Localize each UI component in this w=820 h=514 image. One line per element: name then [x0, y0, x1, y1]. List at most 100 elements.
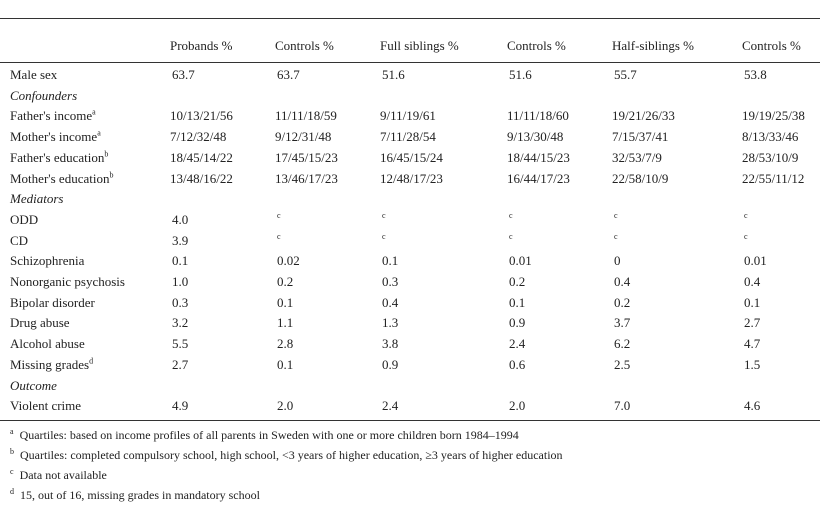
cell: 10/13/21/56 [170, 108, 233, 124]
cell: 22/58/10/9 [612, 170, 669, 186]
row-label: Nonorganic psychosis [10, 274, 125, 290]
cell: 22/55/11/12 [742, 170, 805, 186]
cell: 32/53/7/9 [612, 149, 662, 165]
row-label-text: Violent crime [10, 398, 82, 414]
cell: 16/45/15/24 [380, 149, 443, 165]
cell: 8/13/33/46 [742, 129, 799, 145]
row-label-text: Male sex [10, 67, 58, 82]
footnote-mark: d [10, 487, 14, 496]
cell: 0.4 [382, 294, 399, 310]
row-label-text: Nonorganic psychosis [10, 274, 125, 289]
cell: 18/45/14/22 [170, 149, 233, 165]
cell: 51.6 [382, 67, 405, 82]
row-label: Drug abuse [10, 315, 70, 331]
column-header: Controls % [507, 38, 566, 53]
footnote-mark: b [109, 170, 114, 180]
row-label-text: ODD [10, 211, 39, 227]
cell: 28/53/10/9 [742, 149, 799, 165]
cell: 0.9 [382, 356, 399, 372]
cell: 1.3 [382, 315, 399, 331]
row-label-text: Schizophrenia [10, 253, 85, 269]
cell: 4.9 [172, 398, 189, 414]
footnote-mark: c [10, 467, 14, 476]
footnote-text: Quartiles: completed compulsory school, … [20, 448, 563, 462]
footnote-mark: a [97, 128, 101, 138]
row-label: Bipolar disorder [10, 295, 95, 311]
cell: 0.3 [382, 274, 399, 289]
cell: 0.02 [277, 253, 300, 269]
bottom-rule [0, 420, 820, 421]
cell: 16/44/17/23 [507, 170, 570, 186]
section-label: Confounders [10, 87, 78, 103]
footnote-mark: b [104, 149, 109, 159]
cell: 0.2 [277, 274, 294, 289]
cell: 0.1 [277, 356, 294, 372]
cell: 0.2 [614, 294, 631, 310]
row-label: CD [10, 233, 28, 249]
cell: 3.2 [172, 315, 189, 331]
column-header: Probands % [170, 38, 233, 53]
row-label: Mother's educationb [10, 171, 113, 187]
footnote: a Quartiles: based on income profiles of… [10, 427, 519, 443]
cell: 0.1 [277, 294, 294, 310]
cell: 6.2 [614, 336, 631, 352]
cell: 0.2 [509, 274, 526, 289]
cell: 2.7 [744, 315, 761, 331]
footnote-mark: d [89, 356, 94, 366]
cell: 0.01 [744, 253, 767, 269]
footnote-text: Data not available [19, 468, 107, 482]
row-label-text: CD [10, 232, 29, 248]
cell: 0.4 [614, 274, 631, 289]
section-label: Mediators [10, 191, 64, 207]
cell: 7/12/32/48 [170, 129, 227, 145]
cell: 3.9 [172, 232, 189, 248]
footnote-mark: b [10, 447, 14, 456]
cell: 7/15/37/41 [612, 129, 669, 145]
cell: 63.7 [172, 67, 195, 82]
cell: 4.7 [744, 336, 761, 352]
footnote-text: 15, out of 16, missing grades in mandato… [20, 488, 260, 502]
cell: 9/13/30/48 [507, 129, 564, 145]
row-label: Father's incomea [10, 108, 96, 124]
footnote: c Data not available [10, 467, 107, 483]
cell: 11/11/18/60 [507, 108, 569, 124]
cell: 7.0 [614, 398, 631, 414]
row-label-text: Missing grades [10, 356, 90, 372]
column-header: Controls % [275, 38, 334, 53]
cell: 0.01 [509, 253, 532, 269]
row-label-text: Father's education [10, 149, 105, 165]
cell: 2.7 [172, 356, 189, 372]
cell: 3.8 [382, 336, 399, 352]
cell: 11/11/18/59 [275, 108, 337, 124]
cell: 0.1 [382, 253, 399, 269]
cell: 7/11/28/54 [380, 129, 436, 145]
cell: 0.1 [744, 294, 761, 310]
cell: 2.8 [277, 336, 294, 352]
header-rule [0, 62, 820, 63]
row-label-text: Alcohol abuse [10, 336, 85, 352]
cell: 1.5 [744, 356, 761, 372]
row-label-text: Drug abuse [10, 315, 70, 331]
footnote-text: Quartiles: based on income profiles of a… [19, 428, 519, 442]
cell: 2.0 [509, 398, 526, 414]
cell: 5.5 [172, 336, 189, 352]
footnote: d 15, out of 16, missing grades in manda… [10, 487, 260, 503]
row-label: Male sex [10, 67, 57, 83]
cell: 53.8 [744, 67, 767, 82]
cell: 51.6 [509, 67, 532, 82]
cell: 63.7 [277, 67, 300, 82]
cell: 2.5 [614, 356, 631, 372]
row-label: Violent crime [10, 398, 81, 414]
cell: 2.0 [277, 398, 294, 414]
row-label: Schizophrenia [10, 253, 84, 269]
row-label: Alcohol abuse [10, 336, 85, 352]
row-label: ODD [10, 212, 38, 228]
cell: 0.6 [509, 356, 526, 372]
cell: 0.4 [744, 274, 761, 289]
cell: 0 [614, 253, 621, 269]
cell: 17/45/15/23 [275, 149, 338, 165]
row-label-text: Mother's education [10, 170, 110, 186]
cell: 12/48/17/23 [380, 170, 443, 186]
cell: 2.4 [382, 398, 399, 414]
